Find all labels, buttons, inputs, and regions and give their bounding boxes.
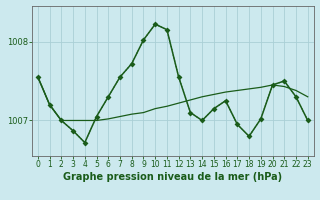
X-axis label: Graphe pression niveau de la mer (hPa): Graphe pression niveau de la mer (hPa) [63,172,282,182]
